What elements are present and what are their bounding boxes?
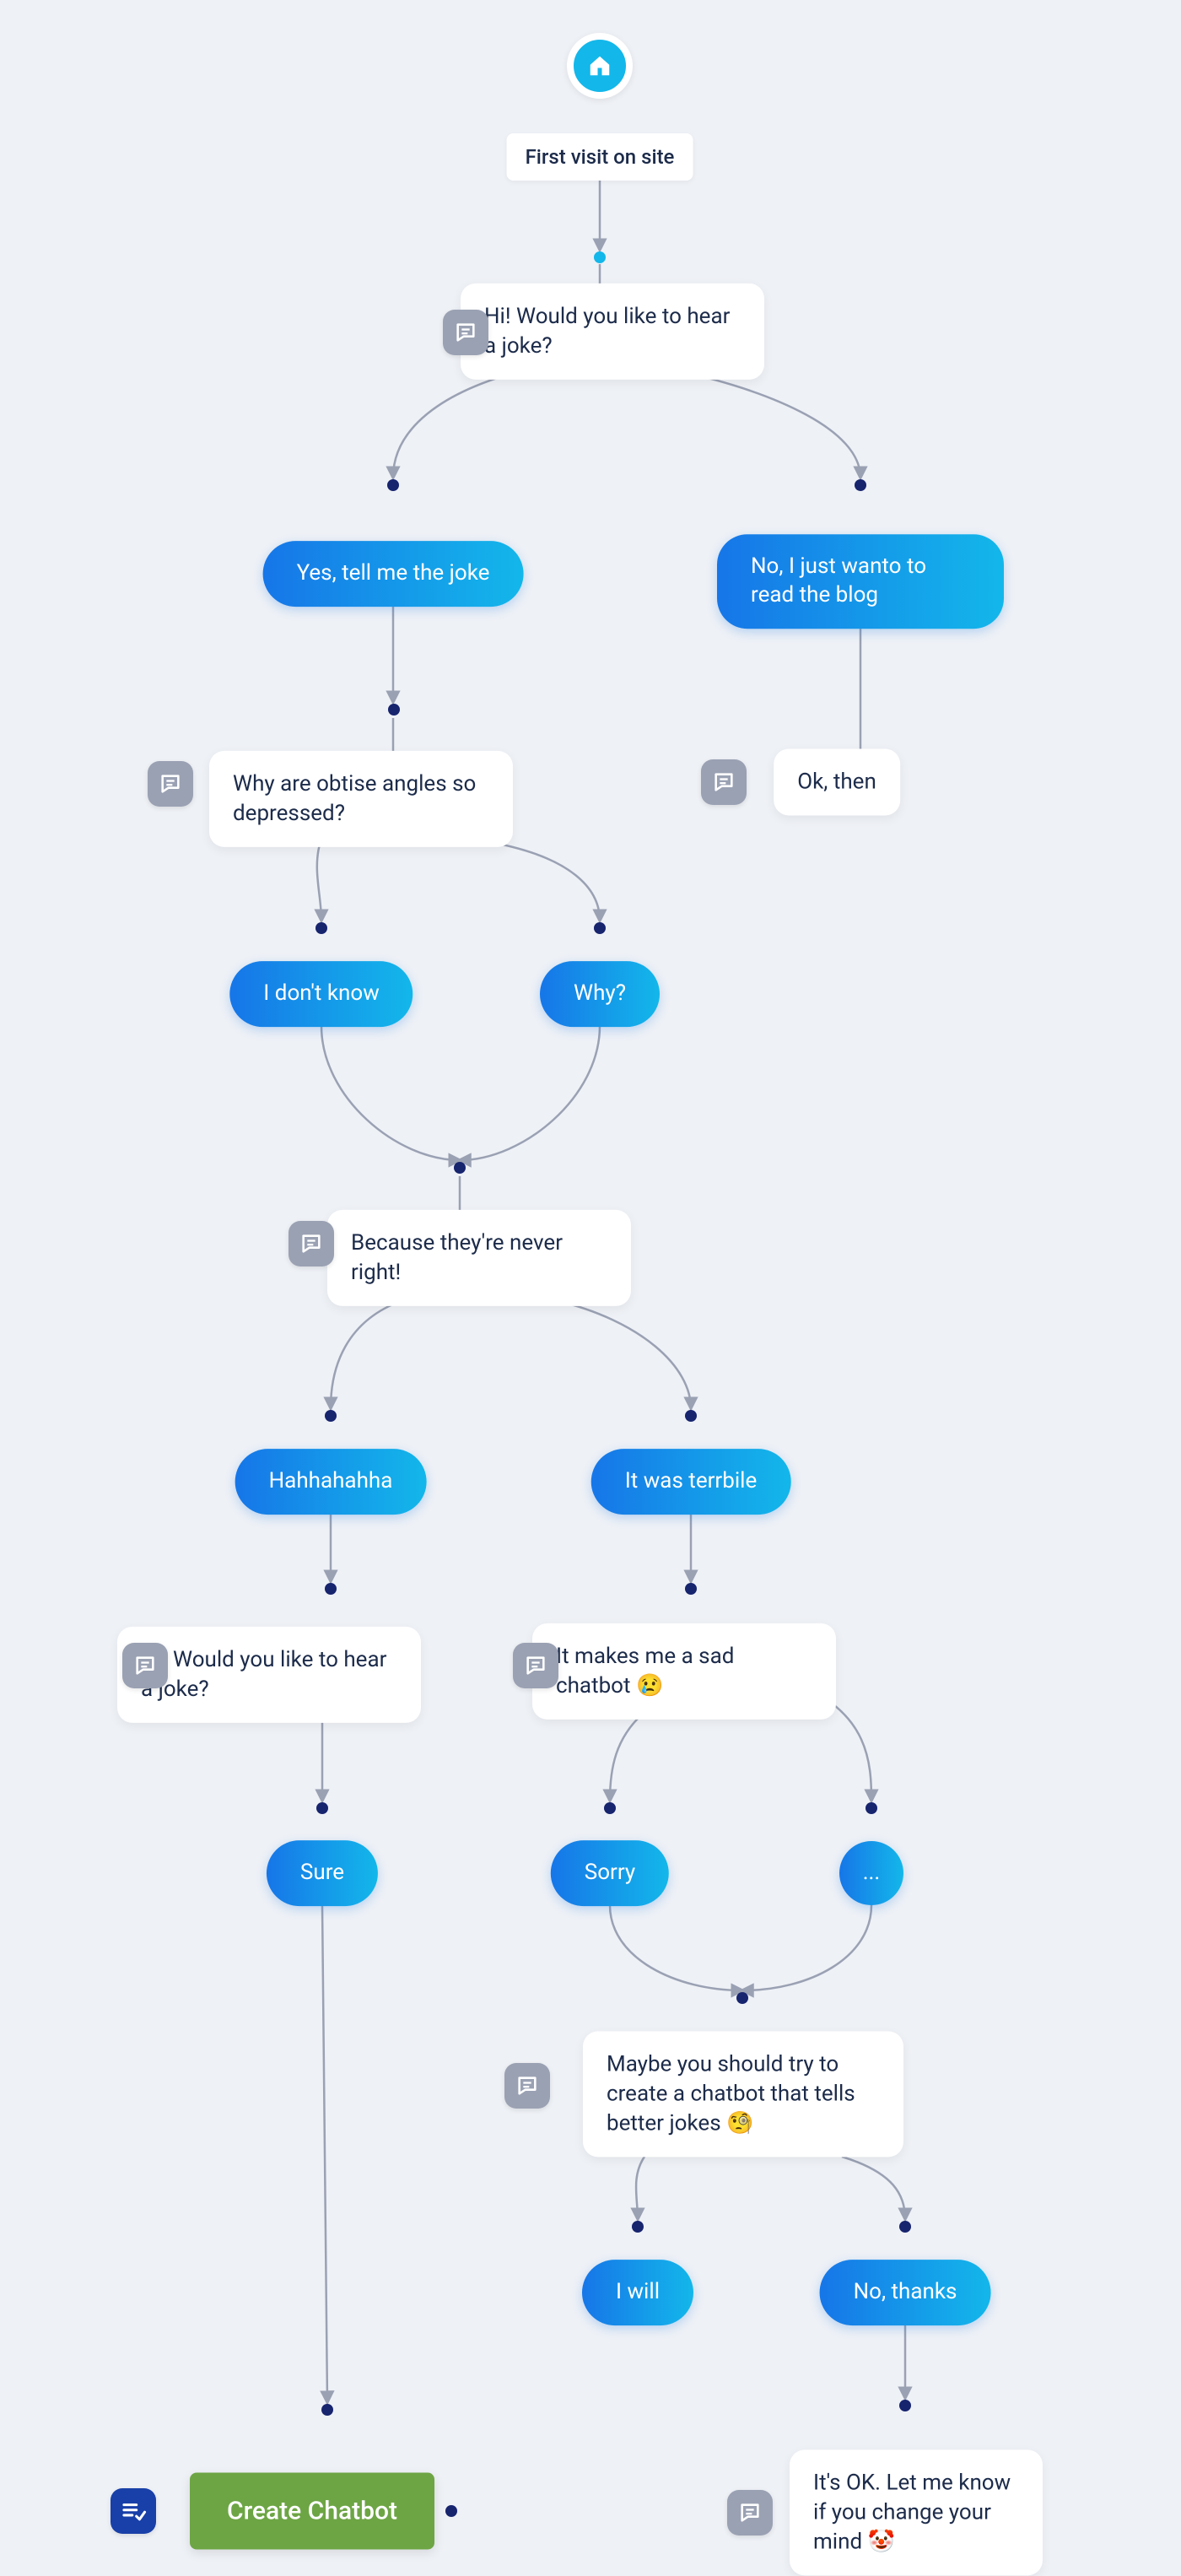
connection-dot (387, 479, 399, 491)
bot-message[interactable]: It's OK. Let me know if you change your … (790, 2449, 1043, 2575)
connection-dot (685, 1410, 697, 1422)
connection-dot (604, 1802, 616, 1814)
connection-dot (899, 2400, 911, 2411)
form-icon (111, 2488, 156, 2534)
connection-dot (315, 922, 327, 934)
chat-icon (727, 2490, 773, 2535)
chat-icon (513, 1643, 558, 1688)
connection-dot (899, 2221, 911, 2233)
connection-dot (454, 1162, 466, 1174)
chat-icon (443, 310, 488, 355)
edge (742, 1905, 871, 1990)
user-option[interactable]: Sure (267, 1840, 378, 1906)
bot-message[interactable]: Hi! Would you like to hear a joke? (461, 284, 764, 380)
user-option[interactable]: No, thanks (820, 2260, 991, 2325)
user-option[interactable]: It was terrbile (591, 1449, 791, 1515)
edge (485, 841, 600, 921)
bot-message[interactable]: Ok, then (774, 748, 900, 815)
edge (610, 1714, 643, 1801)
connection-dot (321, 2404, 333, 2416)
user-option[interactable]: Yes, tell me the joke (263, 541, 524, 607)
flowchart-canvas: First visit on site Hi! Would you like to… (0, 0, 1181, 2433)
chat-icon (289, 1221, 334, 1266)
chat-icon (504, 2063, 550, 2109)
connection-dot (855, 479, 866, 491)
connection-dot (632, 2221, 644, 2233)
edge (610, 1905, 742, 1990)
edge (555, 1300, 691, 1408)
bot-message[interactable]: It makes me a sad chatbot 😢 (532, 1623, 836, 1720)
bot-message[interactable]: Why are obtise angles so depressed? (209, 751, 513, 847)
connection-dot (325, 1410, 337, 1422)
edge (321, 1026, 460, 1160)
edge (460, 1026, 600, 1160)
connection-dot (736, 1992, 748, 2004)
connection-dot (325, 1583, 337, 1595)
bot-message[interactable]: Maybe you should try to create a chatbot… (583, 2031, 903, 2157)
user-option[interactable]: Sorry (551, 1840, 669, 1906)
user-option[interactable]: I don't know (229, 961, 413, 1027)
connection-dot (594, 251, 606, 263)
user-option[interactable]: Why? (540, 961, 660, 1027)
chat-icon (148, 761, 193, 807)
connection-dot (594, 922, 606, 934)
edge (636, 2157, 644, 2219)
chat-icon (122, 1643, 168, 1688)
chat-icon (701, 759, 747, 805)
start-label: First visit on site (507, 133, 693, 181)
user-option[interactable]: I will (582, 2260, 693, 2325)
connection-dot (388, 704, 400, 716)
edge (393, 370, 523, 478)
user-option[interactable]: ... (839, 1841, 903, 1905)
start-node[interactable] (567, 33, 633, 99)
edge (317, 841, 321, 921)
edge (842, 2157, 905, 2219)
create-chatbot-button[interactable]: Create Chatbot (190, 2473, 434, 2550)
bot-message[interactable]: Because they're never right! (327, 1210, 631, 1306)
user-option[interactable]: No, I just wanto to read the blog (717, 534, 1004, 629)
connection-dot (316, 1802, 328, 1814)
connection-dot (866, 1802, 877, 1814)
connection-dot (685, 1583, 697, 1595)
edge (331, 1300, 403, 1408)
edge (677, 370, 860, 478)
user-option[interactable]: Hahhahahha (235, 1449, 427, 1515)
edge (322, 1905, 327, 2402)
connection-dot (445, 2505, 457, 2517)
